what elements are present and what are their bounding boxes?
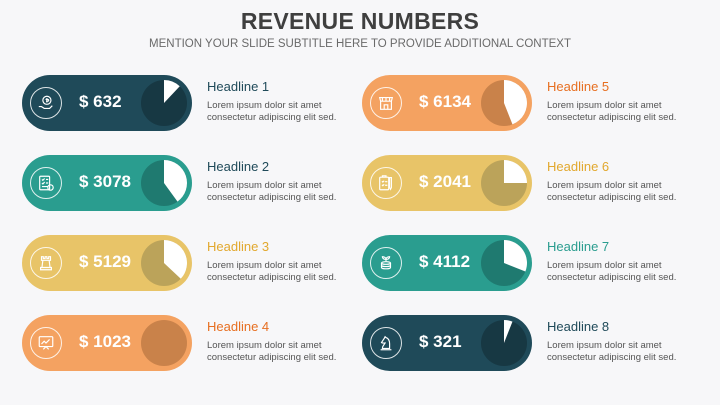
revenue-amount: $ 1023	[79, 332, 131, 351]
revenue-item: $ 2041 Headline 6 Lorem ipsum dolor sit …	[362, 155, 702, 211]
headline: Headline 7	[547, 239, 610, 254]
revenue-item: $ 4112 Headline 7 Lorem ipsum dolor sit …	[362, 235, 702, 291]
headline: Headline 4	[207, 319, 270, 334]
progress-pie	[141, 240, 187, 286]
money-hand-icon	[30, 87, 62, 119]
chess-rook-icon	[30, 247, 62, 279]
description: Lorem ipsum dolor sit amet consectetur a…	[547, 180, 677, 203]
headline: Headline 8	[547, 319, 610, 334]
revenue-pill: $ 632	[22, 75, 192, 131]
revenue-amount: $ 632	[79, 92, 122, 111]
revenue-pill: $ 6134	[362, 75, 532, 131]
description: Lorem ipsum dolor sit amet consectetur a…	[547, 260, 677, 283]
revenue-pill: $ 2041	[362, 155, 532, 211]
presentation-chart-icon	[30, 327, 62, 359]
description: Lorem ipsum dolor sit amet consectetur a…	[207, 180, 337, 203]
chess-knight-icon	[370, 327, 402, 359]
revenue-item: $ 6134 Headline 5 Lorem ipsum dolor sit …	[362, 75, 702, 131]
revenue-amount: $ 2041	[419, 172, 471, 191]
checklist-icon	[30, 167, 62, 199]
coins-plant-icon	[370, 247, 402, 279]
progress-pie	[481, 320, 527, 366]
revenue-item: $ 1023 Headline 4 Lorem ipsum dolor sit …	[22, 315, 362, 371]
progress-pie	[141, 160, 188, 206]
revenue-amount: $ 5129	[79, 252, 131, 271]
headline: Headline 6	[547, 159, 610, 174]
revenue-pill: $ 321	[362, 315, 532, 371]
revenue-amount: $ 6134	[419, 92, 471, 111]
page-title: REVENUE NUMBERS	[240, 8, 480, 34]
store-icon	[370, 87, 402, 119]
progress-pie	[141, 320, 187, 366]
revenue-item: $ 632 Headline 1 Lorem ipsum dolor sit a…	[22, 75, 362, 131]
description: Lorem ipsum dolor sit amet consectetur a…	[207, 340, 337, 363]
headline: Headline 1	[207, 79, 270, 94]
revenue-pill: $ 4112	[362, 235, 532, 291]
progress-pie	[481, 160, 527, 206]
description: Lorem ipsum dolor sit amet consectetur a…	[207, 260, 337, 283]
clipboard-pen-icon	[370, 167, 402, 199]
revenue-pill: $ 1023	[22, 315, 192, 371]
revenue-amount: $ 321	[419, 332, 462, 351]
revenue-item: $ 3078 Headline 2 Lorem ipsum dolor sit …	[22, 155, 362, 211]
revenue-item: $ 321 Headline 8 Lorem ipsum dolor sit a…	[362, 315, 702, 371]
progress-pie	[141, 80, 187, 126]
revenue-pill: $ 5129	[22, 235, 192, 291]
revenue-amount: $ 3078	[79, 172, 131, 191]
revenue-amount: $ 4112	[419, 252, 471, 271]
progress-pie	[481, 80, 527, 126]
headline: Headline 2	[207, 159, 270, 174]
description: Lorem ipsum dolor sit amet consectetur a…	[547, 340, 677, 363]
page-subtitle: MENTION YOUR SLIDE SUBTITLE HERE TO PROV…	[149, 38, 571, 50]
headline: Headline 5	[547, 79, 610, 94]
revenue-pill: $ 3078	[22, 155, 192, 211]
description: Lorem ipsum dolor sit amet consectetur a…	[207, 100, 337, 123]
headline: Headline 3	[207, 239, 270, 254]
description: Lorem ipsum dolor sit amet consectetur a…	[547, 100, 677, 123]
revenue-item: $ 5129 Headline 3 Lorem ipsum dolor sit …	[22, 235, 362, 291]
progress-pie	[481, 240, 527, 286]
